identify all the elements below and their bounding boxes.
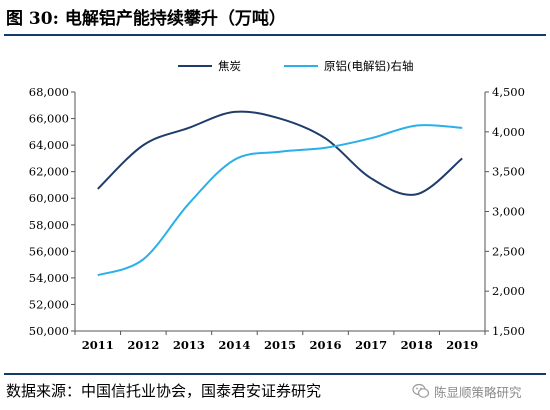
series-line-coke xyxy=(97,110,463,196)
watermark: 陈显顺策略研究 xyxy=(412,378,546,404)
right-tick-label: 4,500 xyxy=(492,85,525,99)
wechat-icon xyxy=(412,383,430,398)
left-tick-label: 64,000 xyxy=(29,138,69,152)
legend-label-aluminum: 原铝(电解铝)右轴 xyxy=(324,59,413,73)
x-tick-label: 2012 xyxy=(127,338,159,352)
figure-title: 图 30: 电解铝产能持续攀升（万吨） xyxy=(6,4,544,34)
left-tick-label: 50,000 xyxy=(29,324,69,338)
left-tick-label: 54,000 xyxy=(29,271,69,285)
legend-label-coke: 焦炭 xyxy=(218,59,241,73)
right-tick-label: 3,000 xyxy=(492,205,525,219)
x-tick-label: 2018 xyxy=(401,338,433,352)
right-tick-label: 2,500 xyxy=(492,244,525,258)
legend: 焦炭 原铝(电解铝)右轴 xyxy=(178,59,413,73)
left-tick-label: 56,000 xyxy=(29,244,69,258)
right-tick-label: 3,500 xyxy=(492,165,525,179)
footer-divider xyxy=(4,373,546,375)
x-tick-label: 2014 xyxy=(218,338,250,352)
x-tick-label: 2019 xyxy=(446,338,478,352)
watermark-text: 陈显顺策略研究 xyxy=(434,384,522,400)
series-line-aluminum xyxy=(97,124,463,277)
axes: 50,000 52,000 54,000 56,000 58,000 60,000 62,0… xyxy=(29,85,525,352)
source-note: 数据来源：中国信托业协会，国泰君安证券研究 xyxy=(6,382,322,400)
x-tick-label: 2013 xyxy=(173,338,205,352)
x-tick-label: 2016 xyxy=(310,338,342,352)
series-layer xyxy=(97,110,463,277)
x-tick-label: 2011 xyxy=(82,338,114,352)
right-tick-label: 2,000 xyxy=(492,284,525,298)
line-chart: 50,000 52,000 54,000 56,000 58,000 60,000 62,0… xyxy=(29,59,525,352)
figure-label: 图 30: xyxy=(6,9,59,29)
left-tick-label: 60,000 xyxy=(29,191,69,205)
x-tick-label: 2015 xyxy=(264,338,296,352)
x-tick-label: 2017 xyxy=(355,338,387,352)
left-tick-label: 52,000 xyxy=(29,297,69,311)
left-tick-label: 62,000 xyxy=(29,165,69,179)
left-tick-label: 66,000 xyxy=(29,112,69,126)
title-divider xyxy=(4,34,546,36)
right-tick-label: 4,000 xyxy=(492,125,525,139)
figure-title-text: 电解铝产能持续攀升（万吨） xyxy=(64,9,286,29)
right-tick-label: 1,500 xyxy=(492,324,525,338)
left-tick-label: 68,000 xyxy=(29,85,69,99)
left-tick-label: 58,000 xyxy=(29,218,69,232)
